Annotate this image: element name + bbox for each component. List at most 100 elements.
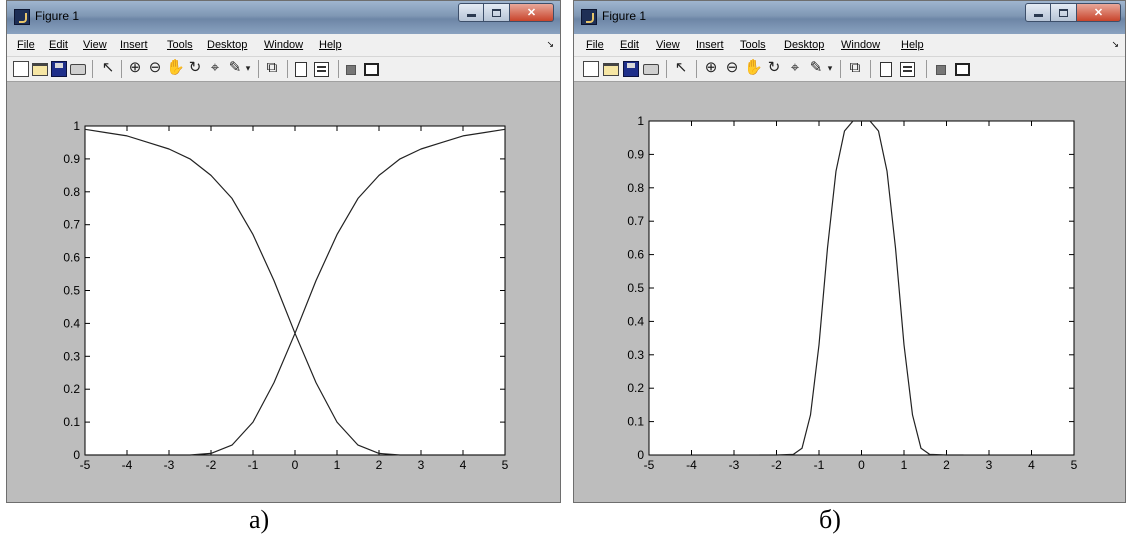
maximize-button[interactable] <box>1051 3 1077 22</box>
toolbar: ↖ ⊕ ⊖ ✋ ↻ ⌖ ✎ ▾ ⧉ <box>574 57 1125 82</box>
chart-b: -5 -4 -3 -2 -1 0 1 2 3 4 5 0 0.1 0.2 0.3 0.4 0.5 0.6 0.7 0.… <box>627 114 1077 472</box>
y-tick-label: 0.9 <box>627 147 644 161</box>
y-tick-label: 0.6 <box>627 248 644 262</box>
series-line-1 <box>759 120 964 456</box>
dock-arrow-icon[interactable]: ↘ <box>1111 39 1119 49</box>
pointer-icon[interactable]: ↖ <box>674 59 688 76</box>
x-tick-label: 4 <box>1028 458 1035 472</box>
y-tick-label: 0.8 <box>627 181 644 195</box>
menu-edit[interactable]: Edit <box>620 39 639 51</box>
save-icon[interactable] <box>51 61 67 77</box>
toolbar-separator <box>258 60 259 78</box>
zoom-out-icon[interactable]: ⊖ <box>725 59 739 76</box>
y-tick-label: 0.4 <box>627 314 644 328</box>
brush-icon[interactable]: ✎ <box>809 59 823 76</box>
show-plot-tools-icon[interactable] <box>955 63 970 76</box>
y-tick-label: 0.9 <box>63 152 80 166</box>
menu-window[interactable]: Window <box>264 39 304 51</box>
title-bar[interactable]: Figure 1 ✕ <box>574 1 1125 34</box>
menu-insert[interactable]: Insert <box>696 39 724 51</box>
y-tick-label: 0.6 <box>63 251 80 265</box>
menu-window[interactable]: Window <box>841 39 881 51</box>
x-tick-label: 0 <box>292 458 299 472</box>
y-tick-label: 0.3 <box>63 349 80 363</box>
link-plot-icon[interactable]: ⧉ <box>266 59 278 76</box>
open-file-icon[interactable] <box>603 63 619 76</box>
brush-dropdown-icon[interactable]: ▾ <box>245 63 251 73</box>
legend-icon[interactable] <box>900 62 915 77</box>
zoom-in-icon[interactable]: ⊕ <box>704 59 718 76</box>
show-plot-tools-icon[interactable] <box>364 63 379 76</box>
menu-bar: File Edit View Insert Tools Desktop Wind… <box>574 34 1125 57</box>
x-tick-label: -5 <box>644 458 655 472</box>
menu-view[interactable]: View <box>83 39 107 51</box>
x-tick-label: -1 <box>814 458 825 472</box>
rotate-3d-icon[interactable]: ↻ <box>767 59 781 76</box>
y-tick-label: 1 <box>73 119 80 133</box>
new-figure-icon[interactable] <box>583 61 599 77</box>
open-file-icon[interactable] <box>32 63 48 76</box>
print-icon[interactable] <box>643 64 659 75</box>
plot-area <box>84 125 506 456</box>
figure-caption-b: б) <box>819 505 841 534</box>
menu-file[interactable]: File <box>17 39 35 51</box>
window-title: Figure 1 <box>35 9 80 23</box>
colorbar-icon[interactable] <box>295 62 307 77</box>
maximize-button[interactable] <box>484 3 510 22</box>
menu-desktop[interactable]: Desktop <box>784 39 825 51</box>
menu-bar: File Edit View Insert Tools Desktop Wind… <box>7 34 560 57</box>
new-figure-icon[interactable] <box>13 61 29 77</box>
x-tick-label: 3 <box>418 458 425 472</box>
print-icon[interactable] <box>70 64 86 75</box>
hide-plot-tools-icon[interactable] <box>346 65 356 75</box>
brush-dropdown-icon[interactable]: ▾ <box>827 63 833 73</box>
x-tick-label: 2 <box>943 458 950 472</box>
x-tick-label: 1 <box>901 458 908 472</box>
colorbar-icon[interactable] <box>880 62 892 77</box>
menu-tools[interactable]: Tools <box>167 39 193 51</box>
menu-help[interactable]: Help <box>319 39 342 51</box>
y-tick-label: 0.7 <box>627 214 644 228</box>
y-tick-label: 0.4 <box>63 316 80 330</box>
menu-edit[interactable]: Edit <box>49 39 68 51</box>
y-tick-label: 0.1 <box>627 415 644 429</box>
title-bar[interactable]: Figure 1 ✕ <box>7 1 560 34</box>
minimize-button[interactable] <box>458 3 484 22</box>
hide-plot-tools-icon[interactable] <box>936 65 946 75</box>
save-icon[interactable] <box>623 61 639 77</box>
zoom-in-icon[interactable]: ⊕ <box>128 59 142 76</box>
menu-help[interactable]: Help <box>901 39 924 51</box>
y-tick-label: 0.5 <box>63 284 80 298</box>
data-cursor-icon[interactable]: ⌖ <box>790 59 800 76</box>
menu-desktop[interactable]: Desktop <box>207 39 248 51</box>
toolbar-separator <box>696 60 697 78</box>
pointer-icon[interactable]: ↖ <box>101 59 115 76</box>
matlab-icon <box>581 9 597 25</box>
x-tick-label: -4 <box>122 458 133 472</box>
menu-insert[interactable]: Insert <box>120 39 148 51</box>
menu-tools[interactable]: Tools <box>740 39 766 51</box>
toolbar-separator <box>338 60 339 78</box>
link-plot-icon[interactable]: ⧉ <box>849 59 861 76</box>
x-tick-label: 2 <box>376 458 383 472</box>
menu-view[interactable]: View <box>656 39 680 51</box>
minimize-button[interactable] <box>1025 3 1051 22</box>
toolbar-separator <box>666 60 667 78</box>
y-tick-label: 0.1 <box>63 415 80 429</box>
brush-icon[interactable]: ✎ <box>228 59 242 76</box>
dock-arrow-icon[interactable]: ↘ <box>546 39 554 49</box>
pan-hand-icon[interactable]: ✋ <box>744 59 763 76</box>
menu-file[interactable]: File <box>586 39 604 51</box>
toolbar-separator <box>121 60 122 78</box>
rotate-3d-icon[interactable]: ↻ <box>188 59 202 76</box>
pan-hand-icon[interactable]: ✋ <box>166 59 185 76</box>
zoom-out-icon[interactable]: ⊖ <box>148 59 162 76</box>
window-title: Figure 1 <box>602 9 647 23</box>
data-cursor-icon[interactable]: ⌖ <box>210 59 220 76</box>
legend-icon[interactable] <box>314 62 329 77</box>
close-button[interactable]: ✕ <box>510 3 554 22</box>
close-button[interactable]: ✕ <box>1077 3 1121 22</box>
minimize-icon <box>1033 14 1043 17</box>
x-tick-label: -3 <box>164 458 175 472</box>
figure-caption-a: а) <box>249 505 270 534</box>
